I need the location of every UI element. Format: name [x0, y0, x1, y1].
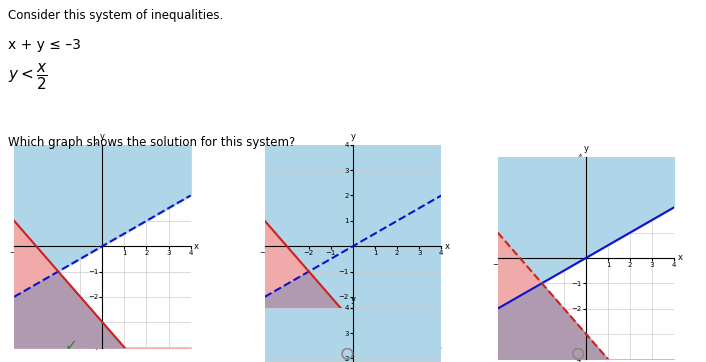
Text: Consider this system of inequalities.: Consider this system of inequalities.	[8, 9, 224, 22]
Text: y: y	[350, 132, 356, 141]
Text: y: y	[350, 295, 356, 304]
Text: x: x	[194, 242, 199, 251]
Text: ✓: ✓	[64, 338, 77, 353]
Text: y: y	[583, 144, 589, 153]
Text: x + y ≤ –3: x + y ≤ –3	[8, 38, 81, 52]
Text: y: y	[100, 132, 105, 141]
Text: x: x	[678, 253, 683, 262]
Text: Which graph shows the solution for this system?: Which graph shows the solution for this …	[8, 136, 296, 149]
Text: x: x	[445, 242, 450, 251]
Text: $y < \dfrac{x}{2}$: $y < \dfrac{x}{2}$	[8, 63, 48, 92]
